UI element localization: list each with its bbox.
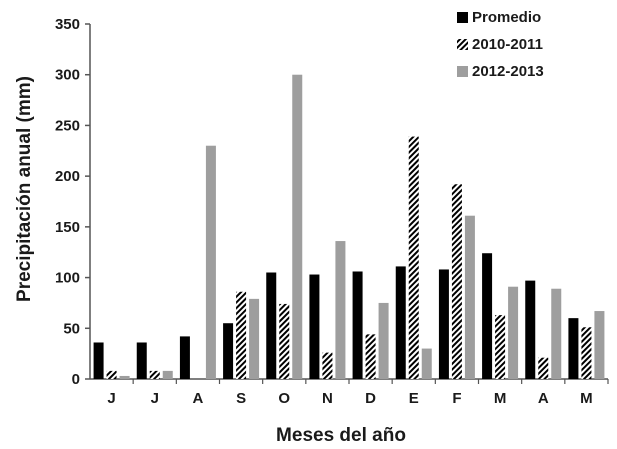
- bar-Promedio: [179, 336, 190, 379]
- bar-2010-2011: [451, 184, 462, 379]
- bar-2012-2013: [508, 286, 519, 379]
- x-tick-label: A: [538, 390, 549, 407]
- bar-2010-2011: [106, 370, 117, 379]
- y-tick-label: 250: [55, 117, 80, 134]
- x-axis-label: Meses del año: [276, 425, 406, 444]
- tick-labels: 0 50 100 150 200 250 300 350 J J A S O N D E F M A M: [55, 16, 593, 407]
- bar-2012-2013: [378, 302, 389, 379]
- bar-Promedio: [266, 272, 277, 379]
- legend-swatch: [457, 12, 468, 23]
- y-tick-label: 150: [55, 219, 80, 236]
- x-tick-label: M: [494, 390, 507, 407]
- bar-Promedio: [223, 323, 234, 379]
- bar-2010-2011: [322, 352, 333, 379]
- x-tick-label: J: [107, 390, 115, 407]
- y-axis-label: Precipitación anual (mm): [14, 76, 35, 302]
- bar-Promedio: [482, 253, 493, 379]
- bar-2010-2011: [581, 327, 592, 379]
- bar-2010-2011: [236, 291, 247, 379]
- x-tick-label: N: [322, 390, 333, 407]
- bar-2012-2013: [119, 375, 130, 379]
- legend-label: 2010-2011: [472, 36, 543, 53]
- legend-swatch: [457, 39, 468, 50]
- axes: [85, 23, 609, 384]
- y-tick-label: 100: [55, 270, 80, 287]
- bar-2012-2013: [551, 288, 562, 379]
- legend: Promedio 2010-2011 2012-2013: [457, 9, 544, 80]
- x-tick-label: M: [580, 390, 593, 407]
- bar-2010-2011: [279, 303, 290, 379]
- bar-2012-2013: [205, 145, 216, 379]
- bar-Promedio: [438, 269, 449, 379]
- x-tick-label: J: [151, 390, 159, 407]
- bar-Promedio: [395, 266, 406, 379]
- bar-2010-2011: [365, 334, 376, 379]
- x-tick-label: O: [278, 390, 290, 407]
- x-tick-label: E: [409, 390, 419, 407]
- legend-label: Promedio: [472, 9, 541, 26]
- bar-Promedio: [136, 342, 147, 379]
- bar-2012-2013: [464, 215, 475, 379]
- y-tick-label: 350: [55, 16, 80, 33]
- x-tick-label: S: [236, 390, 246, 407]
- x-tick-label: F: [452, 390, 461, 407]
- legend-label: 2012-2013: [472, 63, 544, 80]
- bar-Promedio: [309, 274, 320, 379]
- bar-2010-2011: [538, 357, 549, 379]
- legend-swatch: [457, 66, 468, 77]
- bar-2010-2011: [408, 136, 419, 379]
- bar-2012-2013: [249, 298, 260, 379]
- bar-2012-2013: [162, 370, 173, 379]
- bar-Promedio: [525, 280, 536, 379]
- y-tick-label: 300: [55, 67, 80, 84]
- bars: [93, 74, 605, 379]
- bar-2012-2013: [421, 348, 432, 379]
- bar-2010-2011: [495, 315, 506, 379]
- bar-2012-2013: [594, 311, 605, 379]
- y-tick-label: 0: [72, 371, 80, 388]
- y-tick-label: 50: [63, 320, 80, 337]
- bar-2012-2013: [292, 74, 303, 379]
- x-tick-label: D: [365, 390, 376, 407]
- bar-Promedio: [568, 318, 579, 379]
- bar-2010-2011: [149, 370, 160, 379]
- bar-Promedio: [93, 342, 104, 379]
- bar-2012-2013: [335, 241, 346, 379]
- x-tick-label: A: [192, 390, 203, 407]
- bar-Promedio: [352, 271, 363, 379]
- y-tick-label: 200: [55, 168, 80, 185]
